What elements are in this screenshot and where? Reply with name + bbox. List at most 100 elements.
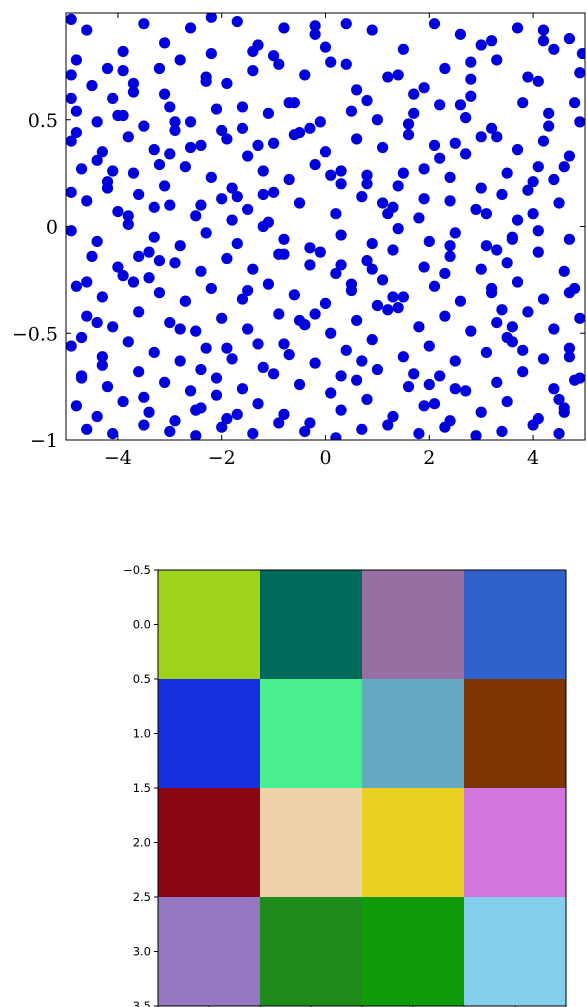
scatter-point <box>460 385 472 397</box>
scatter-point <box>527 176 539 188</box>
scatter-point <box>340 58 352 70</box>
scatter-point <box>138 391 150 403</box>
scatter-point <box>423 340 435 352</box>
scatter-point <box>522 184 534 196</box>
scatter-point <box>268 137 280 149</box>
scatter-point <box>179 161 191 173</box>
scatter-point <box>382 208 394 220</box>
y-tick-label: −0.5 <box>12 323 58 345</box>
scatter-point <box>288 129 300 141</box>
scatter-point <box>138 120 150 132</box>
scatter-point <box>221 342 233 354</box>
scatter-point <box>371 363 383 376</box>
scatter-point <box>262 278 275 290</box>
scatter-point <box>122 210 134 222</box>
scatter-point <box>66 92 77 104</box>
scatter-point <box>340 344 352 356</box>
scatter-point <box>81 423 93 435</box>
x-tick-label: −4 <box>104 447 132 469</box>
scatter-point <box>117 45 129 58</box>
scatter-point <box>236 293 249 305</box>
scatter-point <box>195 199 207 211</box>
y-tick-label: 2.0 <box>133 836 151 850</box>
scatter-point <box>558 406 570 418</box>
x-tick-label: 2 <box>423 447 435 469</box>
scatter-point <box>576 47 585 60</box>
scatter-point <box>501 331 513 344</box>
scatter-point <box>522 71 534 83</box>
scatter-point <box>548 43 560 55</box>
scatter-point <box>517 97 529 109</box>
scatter-point <box>242 284 254 297</box>
scatter-point <box>242 203 254 216</box>
scatter-point <box>133 366 145 378</box>
scatter-point <box>319 41 332 53</box>
scatter-point <box>335 178 347 190</box>
scatter-point <box>164 199 176 211</box>
scatter-point <box>402 381 415 393</box>
scatter-point <box>475 406 487 418</box>
scatter-point <box>205 13 217 23</box>
scatter-point <box>70 126 82 139</box>
scatter-point <box>485 282 498 295</box>
scatter-point <box>236 383 249 395</box>
scatter-point <box>532 75 544 87</box>
scatter-point <box>361 178 373 190</box>
heatmap-cell <box>260 570 363 680</box>
scatter-point <box>563 33 576 45</box>
scatter-point <box>532 225 544 237</box>
scatter-point <box>81 276 93 288</box>
scatter-point <box>397 291 409 303</box>
scatter-point <box>278 248 290 260</box>
scatter-point <box>195 265 207 277</box>
scatter-point <box>205 47 217 60</box>
scatter-point <box>454 28 467 40</box>
scatter-point <box>496 304 508 316</box>
scatter-point <box>527 208 539 220</box>
scatter-point <box>574 67 585 79</box>
scatter-point <box>184 385 197 397</box>
scatter-point <box>345 278 358 290</box>
scatter-point <box>216 193 228 205</box>
scatter-point <box>345 105 358 117</box>
scatter-point <box>138 18 150 30</box>
scatter-point <box>376 274 389 286</box>
scatter-point <box>231 237 243 250</box>
scatter-point <box>247 263 259 275</box>
scatter-point <box>335 404 347 416</box>
scatter-point <box>101 381 114 393</box>
scatter-point <box>387 244 399 256</box>
scatter-point <box>496 425 508 438</box>
scatter-point <box>304 417 316 429</box>
scatter-point <box>195 139 207 151</box>
scatter-point <box>444 250 456 262</box>
scatter-point <box>376 197 389 209</box>
scatter-point <box>133 306 145 318</box>
x-tick-label: 0 <box>319 447 331 469</box>
scatter-point <box>66 69 77 81</box>
scatter-point <box>428 398 441 410</box>
scatter-point <box>107 165 119 177</box>
scatter-point <box>205 171 217 183</box>
scatter-point <box>491 131 503 143</box>
scatter-point <box>511 144 524 156</box>
scatter-point <box>522 306 534 318</box>
scatter-point <box>159 376 171 388</box>
scatter-point <box>133 188 145 201</box>
scatter-point <box>66 340 77 352</box>
scatter-point <box>548 383 560 395</box>
scatter-point <box>361 255 373 267</box>
scatter-point <box>91 154 103 166</box>
scatter-point <box>127 77 140 90</box>
heatmap-cell <box>158 679 261 789</box>
scatter-point <box>184 141 197 154</box>
scatter-point <box>465 56 477 68</box>
scatter-point <box>428 139 441 151</box>
scatter-point <box>127 167 140 179</box>
scatter-point <box>148 231 160 243</box>
scatter-point <box>117 270 129 282</box>
scatter-point <box>75 163 88 175</box>
scatter-point <box>335 259 347 271</box>
heatmap-cell <box>464 570 567 680</box>
y-tick-label: 2.5 <box>133 890 151 904</box>
